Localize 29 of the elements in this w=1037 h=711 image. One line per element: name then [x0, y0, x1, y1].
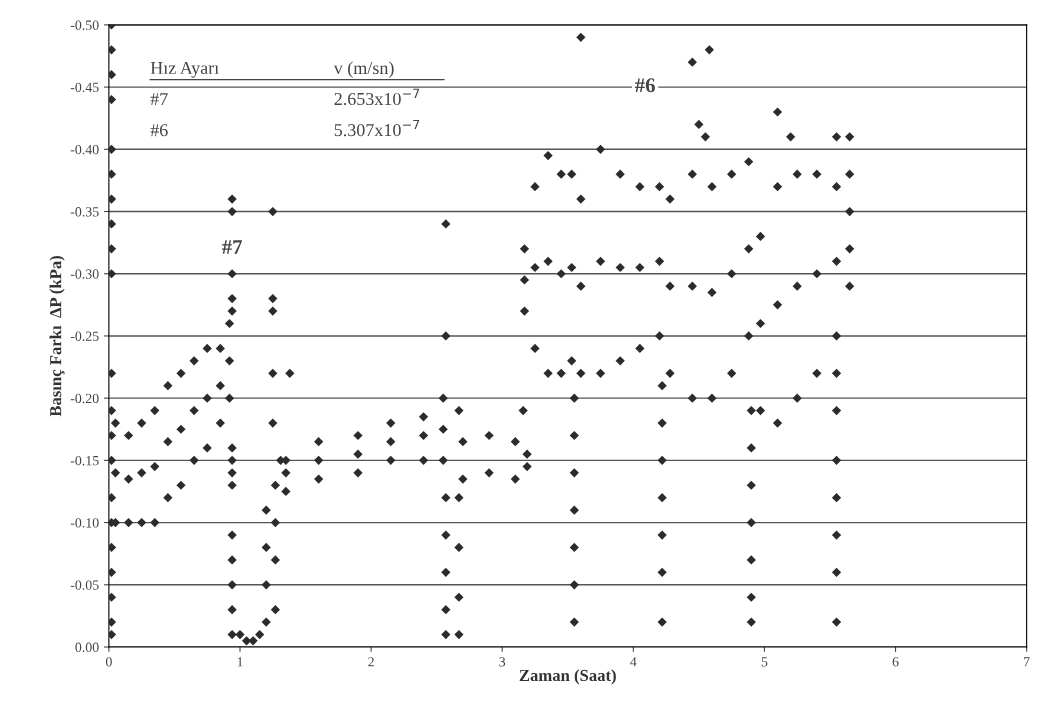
y-tick-label: -0.50	[70, 20, 99, 30]
y-tick-label: -0.35	[70, 207, 99, 217]
y-tick-label: -0.20	[70, 393, 99, 404]
x-axis-title: Zaman (Saat)	[519, 669, 616, 685]
y-tick-label: -0.40	[70, 144, 99, 155]
annotation: Hız Ayarı	[150, 61, 219, 78]
x-tick-label: 3	[499, 657, 506, 667]
x-tick-label: 6	[892, 657, 899, 667]
annotation: v (m/sn)	[333, 61, 394, 78]
y-tick-label: -0.45	[70, 82, 99, 93]
y-tick-label: -0.30	[70, 269, 99, 279]
annotation: 2.653x10$^{−7}$	[334, 88, 420, 106]
annotation: 5.307x10$^{−7}$	[334, 119, 420, 137]
y-tick-label: -0.05	[70, 580, 99, 590]
x-tick-label: 5	[761, 657, 768, 667]
y-axis-title: Basınç Farkı ΔP (kPa)	[49, 255, 65, 417]
x-tick-label: 0	[105, 657, 112, 667]
y-tick-label: -0.25	[70, 331, 99, 341]
y-tick-label: -0.10	[70, 518, 99, 528]
x-tick-label: 7	[1024, 657, 1030, 667]
y-tick-label: -0.15	[70, 455, 99, 466]
annotation: #7	[221, 240, 243, 254]
x-tick-label: 4	[630, 657, 637, 667]
y-tick-label: 0.00	[75, 642, 99, 653]
x-tick-label: 1	[237, 657, 243, 667]
annotation: #6	[150, 124, 168, 137]
x-tick-label: 2	[368, 657, 374, 667]
annotation: #7	[150, 93, 168, 106]
annotation: #6	[634, 78, 655, 93]
